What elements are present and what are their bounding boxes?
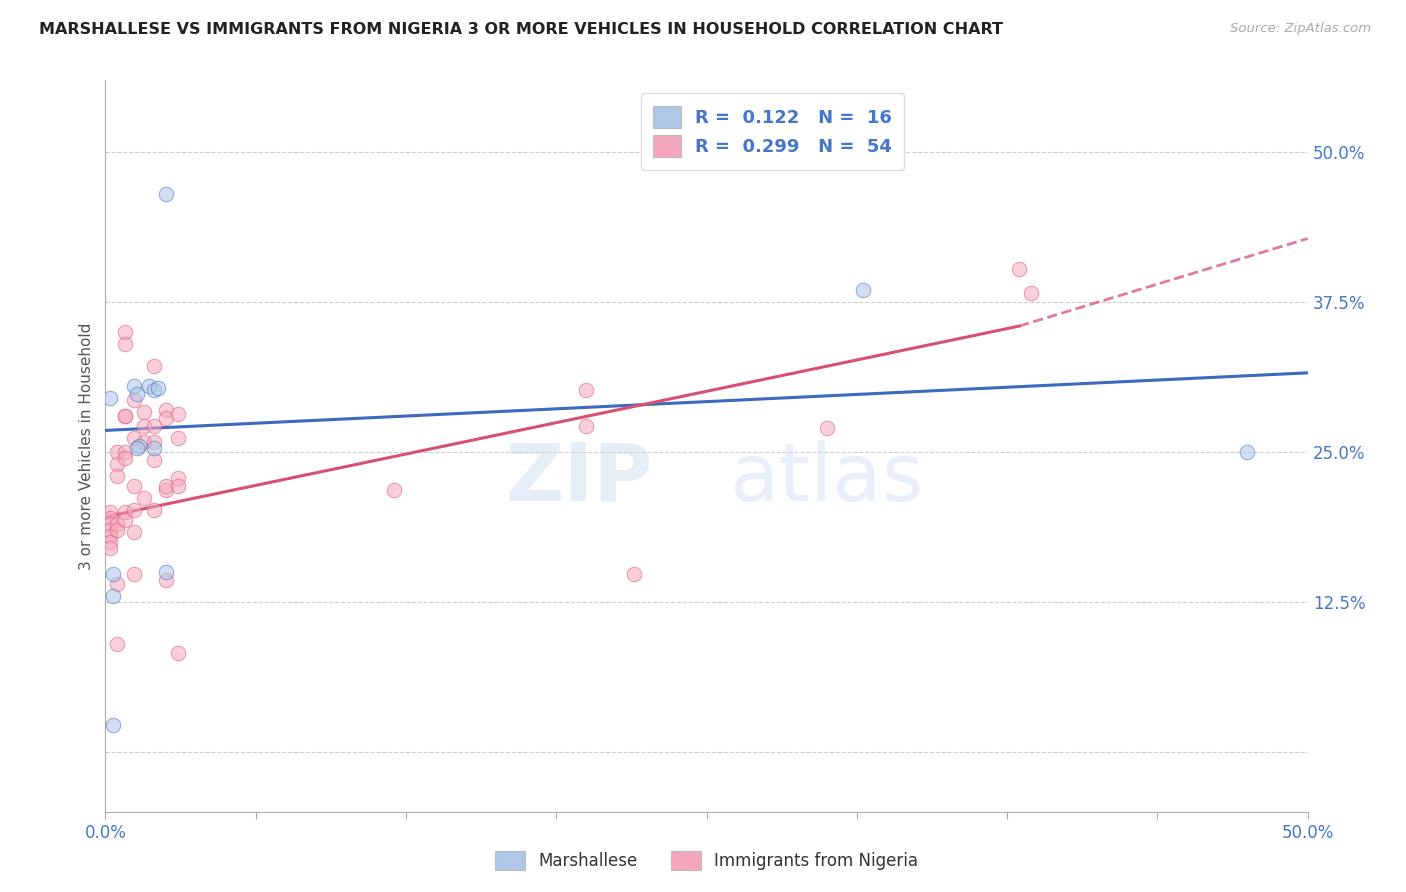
Point (155, 483, 177, 498)
Point (166, 431, 188, 445)
Point (107, 523, 129, 537)
Point (1236, 445, 1258, 459)
Point (107, 637, 129, 651)
Point (107, 469, 129, 483)
Point (124, 478, 146, 492)
Point (623, 567, 645, 582)
Text: ZIP: ZIP (505, 440, 652, 518)
Point (155, 574, 177, 588)
Point (114, 409, 136, 423)
Point (852, 283, 875, 297)
Point (155, 565, 177, 579)
Point (98, 505, 121, 519)
Point (114, 445, 136, 459)
Point (107, 445, 129, 459)
Point (114, 409, 136, 423)
Point (107, 457, 129, 471)
Point (142, 359, 165, 373)
Point (98, 511, 121, 525)
Point (132, 418, 155, 433)
Point (98, 391, 121, 405)
Point (114, 513, 136, 527)
Point (124, 525, 146, 540)
Point (101, 567, 124, 582)
Point (124, 431, 146, 445)
Point (98, 523, 121, 537)
Point (142, 442, 165, 456)
Point (142, 435, 165, 450)
Point (155, 478, 177, 492)
Point (114, 337, 136, 351)
Point (142, 502, 165, 516)
Point (1008, 261, 1031, 276)
Point (101, 589, 124, 603)
Point (142, 383, 165, 397)
Point (124, 567, 146, 582)
Point (166, 471, 188, 485)
Point (575, 418, 598, 433)
Point (575, 383, 598, 397)
Point (124, 393, 146, 408)
Point (138, 379, 160, 393)
Point (124, 379, 146, 393)
Point (142, 418, 165, 433)
Legend: Marshallese, Immigrants from Nigeria: Marshallese, Immigrants from Nigeria (488, 844, 925, 877)
Point (132, 491, 155, 505)
Point (166, 478, 188, 492)
Point (98, 516, 121, 531)
Point (101, 718, 124, 732)
Text: MARSHALLESE VS IMMIGRANTS FROM NIGERIA 3 OR MORE VEHICLES IN HOUSEHOLD CORRELATI: MARSHALLESE VS IMMIGRANTS FROM NIGERIA 3… (39, 22, 1004, 37)
Point (107, 516, 129, 531)
Point (98, 541, 121, 555)
Text: atlas: atlas (730, 440, 924, 518)
Point (815, 421, 838, 435)
Point (166, 407, 188, 421)
Point (124, 502, 146, 516)
Point (132, 405, 155, 419)
Point (114, 450, 136, 465)
Point (148, 381, 170, 395)
Point (98, 529, 121, 543)
Point (155, 411, 177, 425)
Point (155, 187, 177, 202)
Point (382, 483, 405, 498)
Point (98, 535, 121, 549)
Point (128, 439, 150, 453)
Point (142, 453, 165, 467)
Text: Source: ZipAtlas.com: Source: ZipAtlas.com (1230, 22, 1371, 36)
Point (132, 435, 155, 450)
Y-axis label: 3 or more Vehicles in Household: 3 or more Vehicles in Household (79, 322, 94, 570)
Point (107, 577, 129, 591)
Point (114, 505, 136, 519)
Point (114, 325, 136, 339)
Point (166, 647, 188, 661)
Point (125, 387, 148, 401)
Point (125, 442, 148, 456)
Point (1019, 285, 1042, 300)
Point (155, 403, 177, 417)
